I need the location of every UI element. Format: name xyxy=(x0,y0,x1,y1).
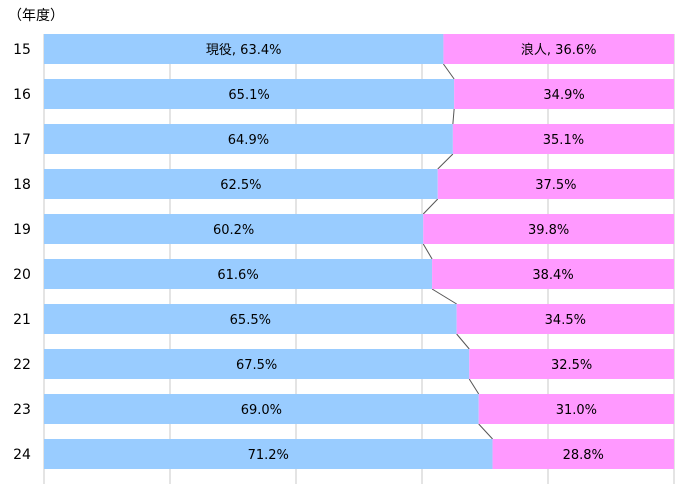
series-line xyxy=(422,198,439,215)
category-label: 19 xyxy=(13,222,31,238)
bar-ronin xyxy=(443,34,674,64)
category-label: 20 xyxy=(13,267,31,283)
bar-ronin xyxy=(432,259,674,289)
data-label: 65.1% xyxy=(228,88,269,103)
data-label: 64.9% xyxy=(228,133,269,148)
bar-genekeki xyxy=(44,214,424,244)
data-labels: 現役, 63.4% 浪人, 36.6% 65.1% 34.9% 64.9% 35.1% 62… xyxy=(206,43,604,463)
data-label: 67.5% xyxy=(236,358,277,373)
data-label: 39.8% xyxy=(528,223,569,238)
category-label: 18 xyxy=(13,177,31,193)
category-label: 22 xyxy=(13,357,31,373)
data-label: 28.8% xyxy=(563,448,604,463)
data-label: 浪人, 36.6% xyxy=(521,43,597,58)
category-label: 15 xyxy=(13,42,31,58)
bar-ronin xyxy=(478,394,674,424)
data-label: 34.9% xyxy=(543,88,584,103)
bar-genekeki xyxy=(44,169,438,199)
unit-label: （年度） xyxy=(8,8,64,24)
series-line xyxy=(468,378,480,395)
bar-ronin xyxy=(452,124,674,154)
data-label: 61.6% xyxy=(217,268,258,283)
bar-genekeki xyxy=(44,124,453,154)
data-label: 32.5% xyxy=(551,358,592,373)
series-line xyxy=(452,108,455,125)
category-label: 23 xyxy=(13,402,31,418)
data-label: 現役, 63.4% xyxy=(206,43,282,58)
data-label: 65.5% xyxy=(230,313,271,328)
data-label: 62.5% xyxy=(220,178,261,193)
bars xyxy=(44,34,674,469)
data-label: 38.4% xyxy=(532,268,573,283)
bar-ronin xyxy=(492,439,674,469)
data-label: 60.2% xyxy=(213,223,254,238)
series-lines xyxy=(422,63,493,440)
data-label: 69.0% xyxy=(241,403,282,418)
bar-genekeki xyxy=(44,34,444,64)
series-line xyxy=(478,423,493,440)
data-label: 31.0% xyxy=(556,403,597,418)
bar-genekeki xyxy=(44,394,479,424)
bar-ronin xyxy=(454,79,674,109)
bar-genekeki xyxy=(44,439,493,469)
bar-genekeki xyxy=(44,79,455,109)
series-line xyxy=(422,243,433,260)
bar-genekeki xyxy=(44,349,470,379)
category-labels: 15 16 17 18 19 20 21 22 23 24 xyxy=(13,42,31,463)
series-line xyxy=(431,288,457,305)
data-label: 35.1% xyxy=(543,133,584,148)
category-label: 16 xyxy=(13,87,31,103)
bar-ronin xyxy=(423,214,674,244)
data-label: 34.5% xyxy=(545,313,586,328)
bar-genekeki xyxy=(44,259,433,289)
bar-ronin xyxy=(437,169,674,199)
category-label: 17 xyxy=(13,132,31,148)
series-line xyxy=(456,333,470,350)
bar-ronin xyxy=(469,349,674,379)
series-line xyxy=(443,63,455,80)
data-label: 71.2% xyxy=(248,448,289,463)
data-label: 37.5% xyxy=(535,178,576,193)
category-label: 24 xyxy=(13,447,31,463)
bar-genekeki xyxy=(44,304,457,334)
category-label: 21 xyxy=(13,312,31,328)
series-line xyxy=(437,153,454,170)
bar-ronin xyxy=(456,304,674,334)
